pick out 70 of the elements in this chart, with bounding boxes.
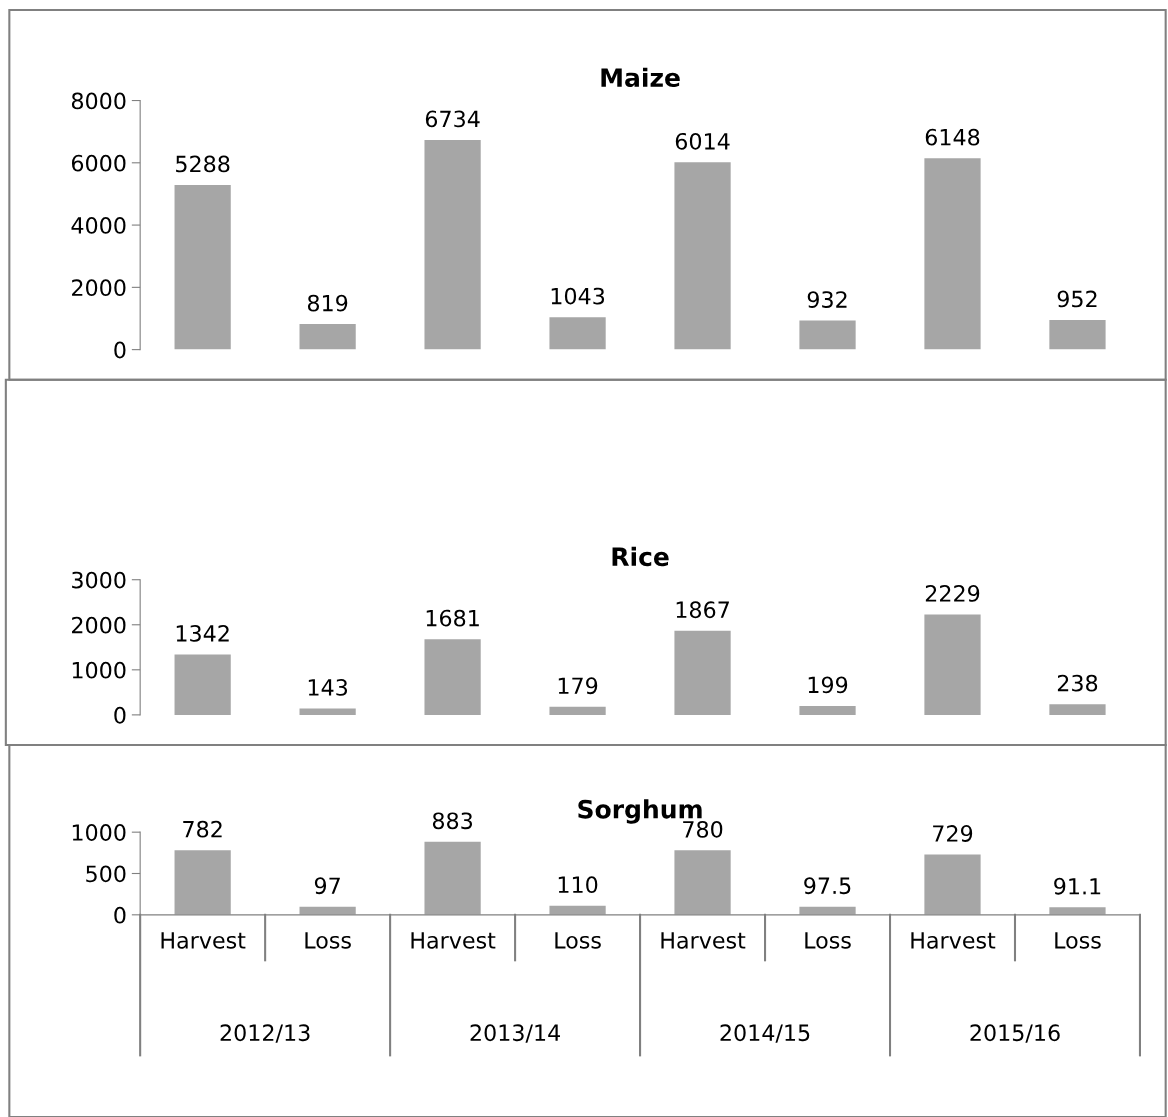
bar — [674, 630, 731, 715]
data-label: 1681 — [426, 609, 479, 627]
bar — [674, 162, 731, 350]
bar — [549, 317, 606, 350]
y-tick-label: 8000 — [71, 92, 126, 110]
data-label: 179 — [558, 677, 598, 695]
bar — [174, 184, 231, 350]
data-label: 238 — [1057, 674, 1098, 692]
bar — [299, 708, 356, 715]
data-label: 1867 — [676, 601, 729, 619]
bar — [799, 320, 856, 350]
data-label: 97.5 — [804, 877, 851, 895]
x-tick-label: Harvest — [661, 932, 746, 949]
bar — [424, 841, 481, 915]
data-label: 199 — [808, 676, 848, 694]
data-label: 1342 — [176, 624, 229, 642]
bar — [799, 705, 856, 715]
bar — [1049, 704, 1106, 715]
text: 2014/15 — [720, 1024, 810, 1043]
bar — [1049, 907, 1106, 915]
bar — [924, 614, 981, 715]
x-tick-label: Loss — [1055, 932, 1101, 949]
y-tick-label: 1000 — [72, 824, 126, 841]
text: 2013/14 — [470, 1024, 560, 1043]
data-label: 883 — [432, 812, 473, 830]
chart-title: Rice — [612, 546, 669, 567]
x-tick-label: Loss — [305, 932, 351, 949]
bar — [549, 706, 606, 715]
data-label: 6734 — [425, 110, 480, 128]
y-tick-label: 0 — [114, 706, 126, 724]
text: 2012/13 — [220, 1024, 310, 1043]
bar — [924, 854, 981, 915]
data-label: 91.1 — [1054, 877, 1101, 895]
x-tick-label: Harvest — [411, 932, 496, 949]
y-tick-label: 0 — [114, 906, 126, 924]
bar — [174, 654, 231, 715]
data-label: 143 — [308, 678, 348, 696]
bar — [424, 639, 481, 715]
data-label: 6148 — [925, 128, 980, 146]
chart-title: Maize — [601, 67, 680, 87]
data-label: 729 — [933, 825, 973, 842]
y-tick-label: 3000 — [72, 571, 126, 589]
data-label: 97 — [314, 877, 340, 895]
x-tick-label: Loss — [555, 932, 601, 949]
bar — [174, 850, 231, 915]
x-tick-label: Harvest — [161, 932, 246, 949]
data-label: 782 — [183, 820, 222, 838]
y-tick-label: 0 — [114, 341, 126, 359]
data-label: 819 — [307, 294, 348, 312]
data-label: 932 — [807, 291, 847, 308]
bar — [424, 139, 481, 350]
data-label: 1043 — [551, 287, 605, 305]
y-tick-label: 6000 — [71, 154, 126, 172]
bar — [674, 850, 731, 915]
y-tick-label: 2000 — [72, 616, 126, 634]
y-tick-label: 2000 — [72, 279, 126, 297]
text: 2015/16 — [970, 1024, 1060, 1043]
x-tick-label: Harvest — [911, 932, 996, 949]
data-label: 2229 — [925, 585, 980, 602]
y-tick-label: 500 — [86, 865, 126, 883]
data-label: 5288 — [176, 155, 230, 173]
x-tick-label: Loss — [805, 932, 851, 949]
data-label: 6014 — [675, 132, 730, 150]
bar — [1049, 319, 1106, 350]
y-tick-label: 1000 — [72, 661, 126, 679]
bar — [299, 324, 356, 350]
bar — [924, 158, 981, 350]
data-label: 952 — [1057, 290, 1097, 308]
data-label: 110 — [558, 876, 598, 894]
y-tick-label: 4000 — [71, 217, 126, 234]
